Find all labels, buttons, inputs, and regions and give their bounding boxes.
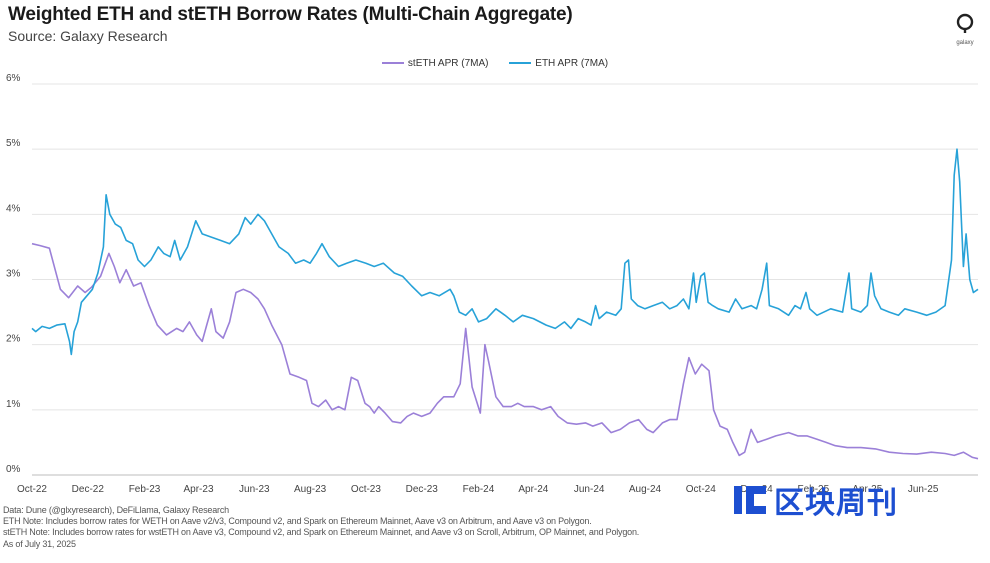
legend-label-steth: stETH APR (7MA) <box>407 57 489 69</box>
footnote-eth-note: ETH Note: Includes borrow rates for WETH… <box>3 516 592 527</box>
x-tick-label: Feb-24 <box>463 484 495 495</box>
chart-plot: 0% 1% 2% 3% 4% 5% 6% Oct-22 Dec-22 Feb-23 Apr-23 J… <box>6 73 979 495</box>
x-tick-label: Apr-25 <box>852 484 882 495</box>
legend-label-eth: ETH APR (7MA) <box>535 57 609 69</box>
x-tick-label: Feb-23 <box>129 484 161 495</box>
chart-series <box>31 148 979 460</box>
galaxy-logo: galaxy <box>952 12 978 46</box>
x-tick-label: Oct-24 <box>686 484 716 495</box>
watermark-text: 区块周刊 <box>774 487 898 520</box>
watermark: 区块周刊 <box>732 478 898 522</box>
legend-swatch-eth <box>509 62 532 64</box>
x-tick-label: Oct-23 <box>351 484 381 495</box>
footnote-steth-note: stETH Note: Includes borrow rates for ws… <box>3 527 640 538</box>
y-tick-label: 5% <box>6 138 21 149</box>
chart-legend: stETH APR (7MA) ETH APR (7MA) <box>0 56 990 69</box>
galaxy-logo-icon <box>956 13 974 33</box>
x-tick-label: Aug-24 <box>629 484 662 495</box>
watermark-logo-icon <box>734 486 766 514</box>
chart-subtitle: Source: Galaxy Research <box>8 28 168 44</box>
legend-item-steth: stETH APR (7MA) <box>381 57 489 69</box>
series-line-eth <box>31 148 979 356</box>
y-tick-label: 2% <box>6 334 21 345</box>
galaxy-logo-text: galaxy <box>956 40 974 46</box>
y-tick-label: 3% <box>6 269 21 280</box>
y-axis-ticks: 0% 1% 2% 3% 4% 5% 6% <box>6 73 21 475</box>
x-tick-label: Apr-24 <box>518 484 548 495</box>
y-tick-label: 6% <box>6 73 21 84</box>
chart-gridlines <box>32 83 978 476</box>
x-tick-label: Jun-24 <box>574 484 605 495</box>
chart-title: Weighted ETH and stETH Borrow Rates (Mul… <box>8 4 573 25</box>
y-tick-label: 4% <box>6 203 21 214</box>
footnote-as-of: As of July 31, 2025 <box>3 538 76 549</box>
legend-swatch-steth <box>381 62 404 64</box>
x-tick-label: Jun-25 <box>908 484 939 495</box>
chart-footnotes: Data: Dune (@glxyresearch), DeFiLlama, G… <box>3 505 639 550</box>
x-tick-label: Apr-23 <box>184 484 214 495</box>
series-line-steth <box>31 242 979 460</box>
x-tick-label: Aug-23 <box>294 484 327 495</box>
y-tick-label: 0% <box>6 464 21 475</box>
x-tick-label: Feb-25 <box>797 484 829 495</box>
x-tick-label: Dec-22 <box>72 484 105 495</box>
footnote-data-source: Data: Dune (@glxyresearch), DeFiLlama, G… <box>3 505 229 515</box>
legend-item-eth: ETH APR (7MA) <box>509 58 608 69</box>
x-tick-label: Dec-23 <box>406 484 439 495</box>
x-tick-label: Oct-22 <box>17 484 47 495</box>
y-tick-label: 1% <box>6 399 21 410</box>
x-tick-label: Jun-23 <box>239 484 270 495</box>
